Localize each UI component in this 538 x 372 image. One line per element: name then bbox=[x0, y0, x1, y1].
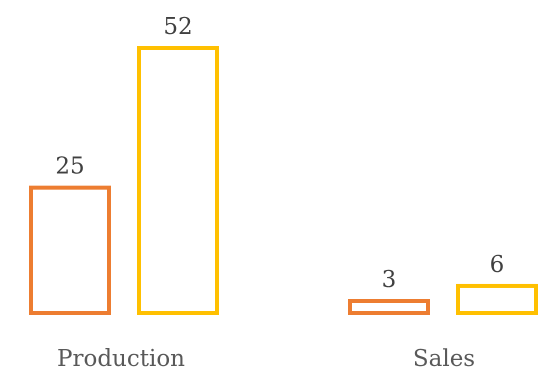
category-labels-layer: Production Sales bbox=[57, 346, 475, 372]
value-label: 25 bbox=[55, 154, 84, 180]
value-label: 52 bbox=[163, 14, 192, 40]
bars-layer bbox=[29, 46, 538, 316]
value-label: 3 bbox=[382, 267, 397, 293]
bar-production-0 bbox=[29, 185, 111, 315]
bar-production-1 bbox=[137, 46, 219, 315]
bar-sales-3 bbox=[456, 283, 538, 316]
value-labels-layer: 25 52 3 6 bbox=[55, 14, 504, 293]
value-label: 6 bbox=[490, 252, 505, 278]
bar-sales-2 bbox=[348, 299, 430, 315]
category-label-production: Production bbox=[57, 346, 185, 372]
category-label-sales: Sales bbox=[413, 346, 475, 372]
